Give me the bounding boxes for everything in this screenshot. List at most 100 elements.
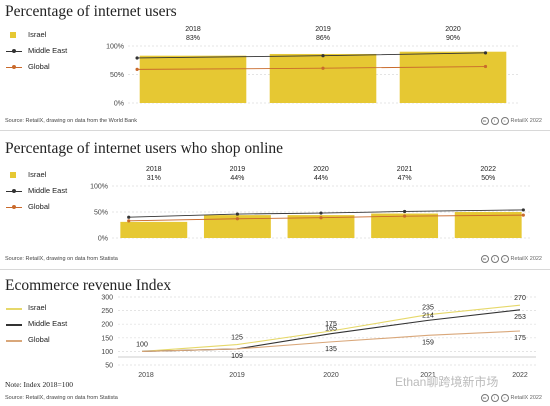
data-label: 125 xyxy=(231,335,243,342)
bar-2019 xyxy=(269,53,377,103)
point-middle-east xyxy=(403,209,407,214)
legend-swatch-bar xyxy=(6,31,22,39)
cc-by-icon: i xyxy=(490,117,499,125)
data-label: 165 xyxy=(325,326,337,333)
chart-plot-internet-users: 100% 50% 0% 2018 83% 2019 86% 2020 90% xyxy=(106,26,518,108)
legend-label: Middle East xyxy=(28,46,68,55)
point-middle-east xyxy=(127,215,131,219)
point-middle-east xyxy=(483,51,488,55)
cc-nd-icon: = xyxy=(500,255,509,263)
legend-swatch-line xyxy=(6,63,22,71)
legend-swatch-bar xyxy=(6,171,22,179)
category-label: 2020 xyxy=(445,26,461,33)
data-label: 135 xyxy=(325,346,337,353)
legend-swatch-line xyxy=(6,187,22,195)
data-label: 270 xyxy=(514,295,526,302)
divider xyxy=(0,130,550,131)
chart-source: Source: RetailX, drawing on data from St… xyxy=(5,256,118,262)
y-tick-label: 100 xyxy=(101,349,113,356)
point-global xyxy=(135,67,139,71)
data-label: 175 xyxy=(325,321,337,328)
bar-2018 xyxy=(139,55,247,103)
legend-swatch-line xyxy=(6,304,22,312)
data-label: 214 xyxy=(422,312,434,319)
data-label: 100 xyxy=(136,341,148,348)
y-tick-label: 250 xyxy=(101,308,113,315)
legend-label: Global xyxy=(28,335,50,344)
y-tick-label: 50% xyxy=(94,210,108,217)
chart-note: Note: Index 2018=100 xyxy=(5,380,73,389)
y-tick-label: 150 xyxy=(101,335,113,342)
bar-2019 xyxy=(203,215,271,238)
cc-icon: cc xyxy=(480,117,489,125)
credit-text: RetailX 2022 xyxy=(510,256,543,262)
data-label: 253 xyxy=(514,314,526,321)
chart-title: Percentage of internet users xyxy=(5,3,177,20)
point-global xyxy=(127,219,131,223)
cc-nd-icon: = xyxy=(500,394,509,402)
legend-swatch-line xyxy=(6,320,22,328)
divider xyxy=(0,269,550,270)
data-label: 109 xyxy=(231,353,243,360)
cc-icon: cc xyxy=(480,255,489,263)
category-label: 2019 xyxy=(230,166,246,173)
category-label: 2019 xyxy=(315,26,331,33)
chart-plot-revenue-index: 300 250 200 150 100 50 2018 2019 2020 2021 2022 100… xyxy=(101,295,536,379)
point-middle-east xyxy=(521,208,525,212)
legend-label: Israel xyxy=(28,30,47,39)
category-label: 2018 xyxy=(146,166,162,173)
y-tick-label: 50 xyxy=(105,363,113,370)
credit-text: RetailX 2022 xyxy=(510,118,543,124)
x-tick-label: 2020 xyxy=(323,372,339,379)
chart-title: Percentage of internet users who shop on… xyxy=(5,140,284,157)
category-label: 2022 xyxy=(480,166,496,173)
chart-source: Source: RetailX, drawing on data from St… xyxy=(5,395,118,401)
point-middle-east xyxy=(319,211,323,215)
cc-by-icon: i xyxy=(490,394,499,402)
watermark: Ethan聊跨境新市场 xyxy=(395,375,499,389)
category-label: 2021 xyxy=(397,166,413,173)
legend-label: Global xyxy=(28,202,50,211)
chart-credit: cc i = RetailX 2022 xyxy=(480,255,543,263)
point-middle-east xyxy=(321,54,325,58)
y-tick-label: 300 xyxy=(101,295,113,302)
legend-label: Middle East xyxy=(28,319,68,328)
x-tick-label: 2018 xyxy=(138,372,154,379)
cc-nd-icon: = xyxy=(500,117,509,125)
category-label: 2020 xyxy=(313,166,329,173)
chart-source: Source: RetailX, drawing on data from th… xyxy=(5,118,137,124)
point-global xyxy=(235,217,239,221)
y-tick-label: 100% xyxy=(90,184,108,191)
data-label: 159 xyxy=(422,339,434,346)
value-label: 47% xyxy=(398,175,412,182)
series-line-israel xyxy=(141,304,521,352)
bar-2022 xyxy=(454,212,522,238)
chart-credit: cc i = RetailX 2022 xyxy=(480,394,543,402)
series-line-global xyxy=(141,330,521,352)
legend-swatch-line xyxy=(6,203,22,211)
legend-label: Global xyxy=(28,62,50,71)
point-middle-east xyxy=(235,212,239,216)
chart-plot-shop-online: 100% 50% 0% 2018 31% 2019 44% 2020 44% 2021 47% 202… xyxy=(90,166,530,243)
cc-by-icon: i xyxy=(490,255,499,263)
value-label: 90% xyxy=(446,35,460,42)
point-global xyxy=(483,64,488,69)
legend-label: Middle East xyxy=(28,186,68,195)
y-tick-label: 0% xyxy=(98,236,108,243)
point-global xyxy=(403,214,407,218)
value-label: 50% xyxy=(481,175,495,182)
credit-text: RetailX 2022 xyxy=(510,395,543,401)
x-tick-label: 2021 xyxy=(420,372,436,379)
legend-swatch-line xyxy=(6,47,22,55)
value-label: 83% xyxy=(186,35,200,42)
legend-label: Israel xyxy=(28,303,47,312)
category-label: 2018 xyxy=(185,26,201,33)
point-global xyxy=(321,66,325,70)
value-label: 31% xyxy=(147,175,161,182)
chart-panel-shop-online: Percentage of internet users who shop on… xyxy=(0,138,550,266)
point-middle-east xyxy=(135,56,139,60)
legend-label: Israel xyxy=(28,170,47,179)
value-label: 44% xyxy=(230,175,244,182)
chart-panel-revenue-index: Ecommerce revenue Index Israel Middle Ea… xyxy=(0,276,550,406)
x-tick-label: 2022 xyxy=(512,372,528,379)
